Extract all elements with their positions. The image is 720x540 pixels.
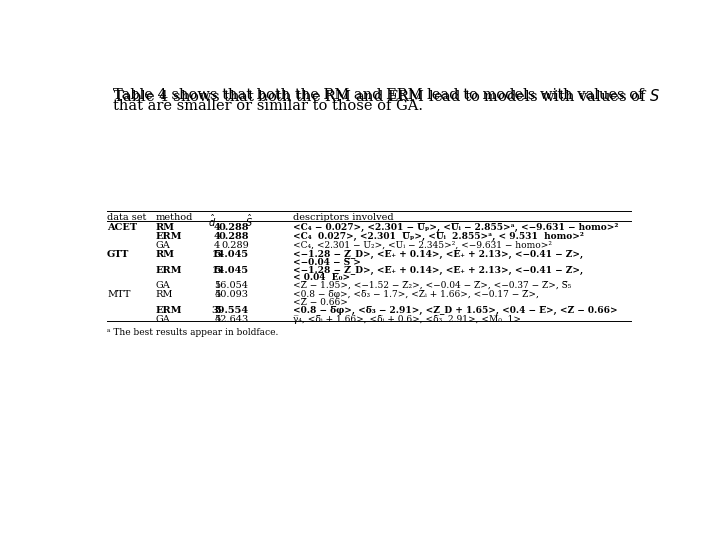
Text: 5: 5 <box>214 281 220 290</box>
Text: 39.554: 39.554 <box>212 306 249 315</box>
Text: 14.045: 14.045 <box>212 251 249 259</box>
Text: RM: RM <box>156 251 175 259</box>
Text: method: method <box>156 213 193 221</box>
Text: data set: data set <box>107 213 146 221</box>
Text: 0.288: 0.288 <box>218 232 249 241</box>
Text: <0.8 − δ̅φ>, <δ̅₃ − 2.91>, <Z̅_D + 1.65>, <0.4 − E̅>, <Z̅ − 0.66>: <0.8 − δ̅φ>, <δ̅₃ − 2.91>, <Z̅_D + 1.65>… <box>293 306 618 315</box>
Text: < 0.04  E̅₀>: < 0.04 E̅₀> <box>293 273 350 282</box>
Text: that are smaller or similar to those of GA.: that are smaller or similar to those of … <box>113 99 423 113</box>
Text: GA: GA <box>156 241 171 250</box>
Text: RM: RM <box>156 291 174 299</box>
Text: 4: 4 <box>214 232 221 241</box>
Text: 14.045: 14.045 <box>212 266 249 275</box>
Text: 0.288: 0.288 <box>218 222 249 232</box>
Text: GA: GA <box>156 315 171 324</box>
Text: descriptors involved: descriptors involved <box>293 213 394 221</box>
Text: <0.8 − δ̅φ>, <δ̅₃ − 1.7>, <Z̅ᵢ + 1.66>, <−0.17 − Z̅>,: <0.8 − δ̅φ>, <δ̅₃ − 1.7>, <Z̅ᵢ + 1.66>, … <box>293 291 539 299</box>
Text: $\hat{d}$: $\hat{d}$ <box>208 213 216 229</box>
Text: 5: 5 <box>214 315 220 324</box>
Text: <Z̅ − 0.66>: <Z̅ − 0.66> <box>293 298 348 307</box>
Text: ERM: ERM <box>156 306 182 315</box>
Text: <−1.28 − Z̅_D>, <E̅₊ + 0.14>, <E̅₊ + 2.13>, <−0.41 − Z̅>,: <−1.28 − Z̅_D>, <E̅₊ + 0.14>, <E̅₊ + 2.1… <box>293 251 583 259</box>
Text: 16.054: 16.054 <box>215 281 249 290</box>
Text: 40.093: 40.093 <box>215 291 249 299</box>
Text: <C₄, <2.301 − U̅₂>, <U̅ᵢ − 2.345>², <−9.631 − homo>²: <C₄, <2.301 − U̅₂>, <U̅ᵢ − 2.345>², <−9.… <box>293 241 552 250</box>
Text: <Z̅ − 1.95>, <−1.52 − Z̅₂>, <−0.04 − Z̅>, <−0.37 − Z̅>, S̅₅: <Z̅ − 1.95>, <−1.52 − Z̅₂>, <−0.04 − Z̅>… <box>293 281 572 290</box>
Text: ERM: ERM <box>156 266 182 275</box>
Text: <C₄ − 0.027>, <2.301 − U̅ₚ>, <U̅ᵢ − 2.855>ᵃ, <−9.631 − homo>²: <C₄ − 0.027>, <2.301 − U̅ₚ>, <U̅ᵢ − 2.85… <box>293 222 618 232</box>
Text: $\hat{S}$: $\hat{S}$ <box>245 213 253 229</box>
Text: 5: 5 <box>214 266 221 275</box>
Text: GA: GA <box>156 281 171 290</box>
Text: <C₄  0.027>, <2.301  U̅ₚ>, <U̅ᵢ  2.855>ᵃ, < 9.531  homo>²: <C₄ 0.027>, <2.301 U̅ₚ>, <U̅ᵢ 2.855>ᵃ, <… <box>293 232 584 241</box>
Text: 42.643: 42.643 <box>215 315 249 324</box>
Text: 4: 4 <box>214 241 220 250</box>
Text: 5: 5 <box>214 291 220 299</box>
Text: 4: 4 <box>214 222 221 232</box>
Text: ERM: ERM <box>156 232 182 241</box>
Text: 5: 5 <box>214 251 221 259</box>
Text: γ̅₄, <δ̅ᵢ + 1.66>, <δ̅ᵢ + 0.6>, <δ̅₃  2.91>, <M̅₀  1>: γ̅₄, <δ̅ᵢ + 1.66>, <δ̅ᵢ + 0.6>, <δ̅₃ 2.9… <box>293 315 521 324</box>
Text: ᵃ The best results appear in boldface.: ᵃ The best results appear in boldface. <box>107 328 279 337</box>
Text: RM: RM <box>156 222 175 232</box>
Text: GTT: GTT <box>107 251 130 259</box>
Text: 0.289: 0.289 <box>221 241 249 250</box>
Text: <−0.04 − S̅ >: <−0.04 − S̅ > <box>293 258 361 267</box>
Text: <−1.28 − Z̅_D>, <E̅₊ + 0.14>, <E̅₊ + 2.13>, <−0.41 − Z̅>,: <−1.28 − Z̅_D>, <E̅₊ + 0.14>, <E̅₊ + 2.1… <box>293 266 583 275</box>
Text: Table 4 shows that both the RM and ERM lead to models with values of: Table 4 shows that both the RM and ERM l… <box>113 88 649 102</box>
Text: MTT: MTT <box>107 291 130 299</box>
Text: Table 4 shows that both the RM and ERM lead to models with values of $\it{S}$: Table 4 shows that both the RM and ERM l… <box>113 88 660 104</box>
Text: ACET: ACET <box>107 222 138 232</box>
Text: 5: 5 <box>214 306 221 315</box>
